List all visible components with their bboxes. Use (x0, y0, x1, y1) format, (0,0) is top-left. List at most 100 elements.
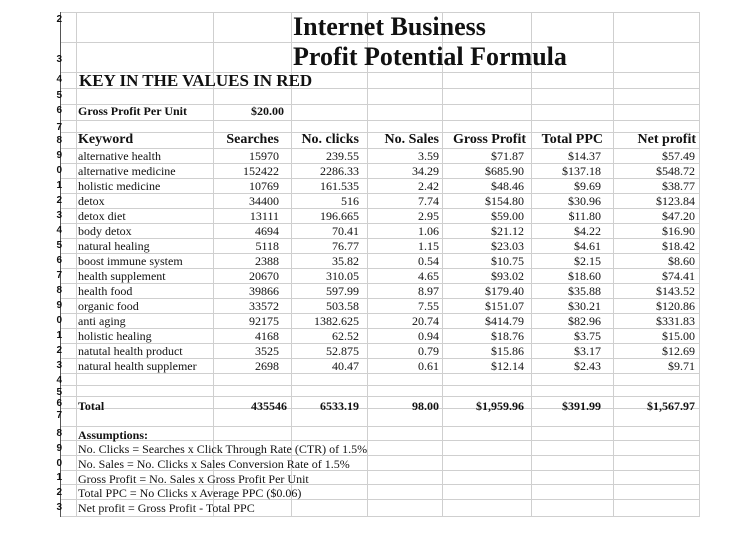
cell-gross-profit[interactable]: $48.46 (491, 179, 524, 193)
key-note[interactable]: KEY IN THE VALUES IN RED (79, 71, 313, 90)
cell-keyword[interactable]: detox (78, 195, 105, 208)
cell-sales[interactable]: 1.15 (418, 239, 439, 253)
cell-searches[interactable]: 39866 (249, 284, 279, 298)
cell-clicks[interactable]: 239.55 (326, 149, 359, 163)
cell-searches[interactable]: 5118 (255, 239, 279, 253)
assumptions-title[interactable]: Assumptions: (78, 428, 149, 442)
cell-sales[interactable]: 3.59 (418, 149, 439, 163)
cell-searches[interactable]: 34400 (249, 194, 279, 208)
cell-keyword[interactable]: holistic healing (78, 330, 152, 343)
cell-keyword[interactable]: health supplement (78, 270, 166, 283)
cell-searches[interactable]: 92175 (249, 314, 279, 328)
row-number[interactable]: 1 (56, 330, 62, 341)
cell-searches[interactable]: 2698 (255, 359, 279, 373)
row-number[interactable]: 8 (56, 285, 62, 296)
cell-total-ppc[interactable]: $30.96 (568, 194, 601, 208)
cell-clicks[interactable]: 2286.33 (320, 164, 359, 178)
cell-net-profit[interactable]: $38.77 (662, 179, 695, 193)
cell-total-ppc[interactable]: $2.15 (574, 254, 601, 268)
cell-sales[interactable]: 7.55 (418, 299, 439, 313)
cell-sales[interactable]: 0.94 (418, 329, 439, 343)
cell-clicks[interactable]: 161.535 (320, 179, 359, 193)
assumption-line[interactable]: No. Sales = No. Clicks x Sales Conversio… (78, 457, 350, 471)
cell-searches[interactable]: 33572 (249, 299, 279, 313)
cell-gross-profit[interactable]: $685.90 (485, 164, 524, 178)
row-number[interactable]: 2 (56, 487, 62, 498)
cell-total-ppc[interactable]: $9.69 (574, 179, 601, 193)
cell-keyword[interactable]: anti aging (78, 315, 126, 328)
row-number[interactable]: 2 (56, 195, 62, 206)
total-clicks[interactable]: 6533.19 (320, 399, 359, 413)
cell-keyword[interactable]: health food (78, 285, 133, 298)
cell-gross-profit[interactable]: $18.76 (491, 329, 524, 343)
header-keyword[interactable]: Keyword (78, 132, 134, 147)
cell-sales[interactable]: 20.74 (412, 314, 439, 328)
cell-total-ppc[interactable]: $35.88 (568, 284, 601, 298)
assumption-line[interactable]: Total PPC = No Clicks x Average PPC ($0.… (78, 486, 302, 500)
cell-searches[interactable]: 4694 (255, 224, 279, 238)
cell-searches[interactable]: 15970 (249, 149, 279, 163)
row-number[interactable]: 7 (56, 270, 62, 281)
row-number[interactable]: 4 (56, 74, 62, 85)
cell-net-profit[interactable]: $15.00 (662, 329, 695, 343)
cell-sales[interactable]: 1.06 (418, 224, 439, 238)
cell-gross-profit[interactable]: $15.86 (491, 344, 524, 358)
assumption-line[interactable]: Gross Profit = No. Sales x Gross Profit … (78, 472, 309, 486)
cell-total-ppc[interactable]: $137.18 (562, 164, 601, 178)
cell-total-ppc[interactable]: $4.22 (574, 224, 601, 238)
cell-net-profit[interactable]: $57.49 (662, 149, 695, 163)
header-searches[interactable]: Searches (226, 132, 279, 147)
cell-clicks[interactable]: 196.665 (320, 209, 359, 223)
cell-total-ppc[interactable]: $11.80 (568, 209, 601, 223)
cell-net-profit[interactable]: $120.86 (656, 299, 695, 313)
cell-sales[interactable]: 7.74 (418, 194, 439, 208)
cell-gross-profit[interactable]: $154.80 (485, 194, 524, 208)
row-number[interactable]: 5 (56, 387, 62, 398)
cell-total-ppc[interactable]: $14.37 (568, 149, 601, 163)
cell-gross-profit[interactable]: $93.02 (491, 269, 524, 283)
cell-net-profit[interactable]: $123.84 (656, 194, 695, 208)
row-number[interactable]: 0 (56, 458, 62, 469)
header-clicks[interactable]: No. clicks (301, 132, 359, 147)
row-number[interactable]: 6 (56, 398, 62, 409)
row-number[interactable]: 1 (56, 180, 62, 191)
row-number[interactable]: 2 (56, 345, 62, 356)
cell-sales[interactable]: 0.61 (418, 359, 439, 373)
spreadsheet[interactable]: Internet Business Profit Potential Formu… (56, 12, 701, 517)
cell-searches[interactable]: 4168 (255, 329, 279, 343)
row-number[interactable]: 5 (56, 90, 62, 101)
total-net-profit[interactable]: $1,567.97 (647, 399, 695, 413)
header-net-profit[interactable]: Net profit (637, 132, 696, 147)
cell-clicks[interactable]: 35.82 (332, 254, 359, 268)
cell-clicks[interactable]: 503.58 (326, 299, 359, 313)
row-number[interactable]: 2 (56, 14, 62, 25)
cell-keyword[interactable]: detox diet (78, 210, 126, 223)
cell-net-profit[interactable]: $12.69 (662, 344, 695, 358)
cell-total-ppc[interactable]: $3.17 (574, 344, 601, 358)
cell-keyword[interactable]: holistic medicine (78, 180, 161, 193)
cell-keyword[interactable]: boost immune system (78, 255, 183, 268)
cell-net-profit[interactable]: $9.71 (668, 359, 695, 373)
cell-total-ppc[interactable]: $4.61 (574, 239, 601, 253)
row-number[interactable]: 3 (56, 54, 62, 65)
cell-sales[interactable]: 2.95 (418, 209, 439, 223)
cell-keyword[interactable]: alternative health (78, 150, 161, 163)
cell-searches[interactable]: 2388 (255, 254, 279, 268)
cell-net-profit[interactable]: $16.90 (662, 224, 695, 238)
cell-gross-profit[interactable]: $71.87 (491, 149, 524, 163)
cell-clicks[interactable]: 40.47 (332, 359, 359, 373)
row-number[interactable]: 9 (56, 443, 62, 454)
row-number[interactable]: 6 (56, 105, 62, 116)
cell-clicks[interactable]: 516 (341, 194, 359, 208)
total-searches[interactable]: 435546 (251, 399, 287, 413)
cell-sales[interactable]: 2.42 (418, 179, 439, 193)
cell-keyword[interactable]: natural healing (78, 240, 150, 253)
row-number[interactable]: 1 (56, 472, 62, 483)
cell-net-profit[interactable]: $548.72 (656, 164, 695, 178)
cell-net-profit[interactable]: $74.41 (662, 269, 695, 283)
row-number[interactable]: 5 (56, 240, 62, 251)
row-number[interactable]: 3 (56, 210, 62, 221)
cell-sales[interactable]: 8.97 (418, 284, 439, 298)
cell-net-profit[interactable]: $331.83 (656, 314, 695, 328)
cell-clicks[interactable]: 1382.625 (314, 314, 359, 328)
